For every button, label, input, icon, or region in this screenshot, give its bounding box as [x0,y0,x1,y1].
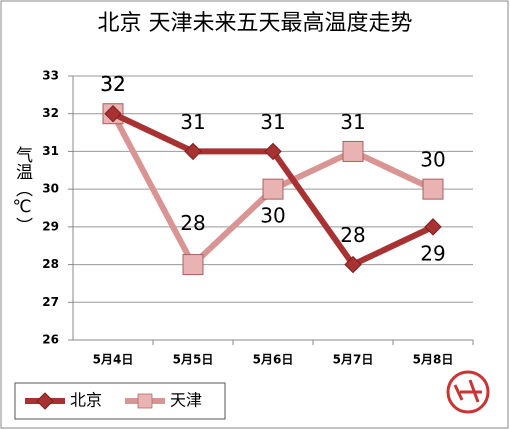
data-label: 30 [260,204,285,228]
legend-label: 北京 [70,391,102,410]
point [262,178,284,200]
point [342,140,364,162]
y-tick-label: 32 [42,106,59,120]
point [104,105,122,123]
y-axis-label: 气温（℃） [12,146,33,234]
point [424,218,442,236]
data-label: 31 [260,110,285,134]
y-tick-label: 27 [42,295,59,309]
y-tick-label: 33 [42,69,59,83]
data-label: 30 [420,148,445,172]
y-tick-label: 29 [42,219,59,233]
y-tick-label: 26 [42,333,59,347]
y-tick-label: 31 [42,144,59,158]
data-label: 29 [420,241,445,265]
x-tick-label: 5月5日 [173,353,214,367]
point [184,142,202,161]
seal [446,370,490,414]
data-label: 31 [340,110,365,134]
legend-label: 天津 [170,391,202,410]
point [344,255,362,274]
x-tick-label: 5月4日 [93,353,134,367]
point [264,142,282,161]
data-label: 32 [100,72,125,96]
data-label: 32 [100,72,125,96]
x-tick-label: 5月8日 [413,353,454,367]
x-tick-label: 5月6日 [253,353,294,367]
data-label: 31 [180,110,205,134]
data-label: 28 [340,223,365,247]
legend-marker [36,392,54,410]
data-label: 28 [180,211,205,235]
y-tick-label: 30 [42,182,59,196]
point [422,178,444,200]
y-tick-label: 28 [42,257,59,271]
x-tick-label: 5月7日 [333,353,374,367]
point [182,254,204,276]
chart-title: 北京 天津未来五天最高温度走势 [98,11,413,36]
legend-marker [137,393,153,409]
